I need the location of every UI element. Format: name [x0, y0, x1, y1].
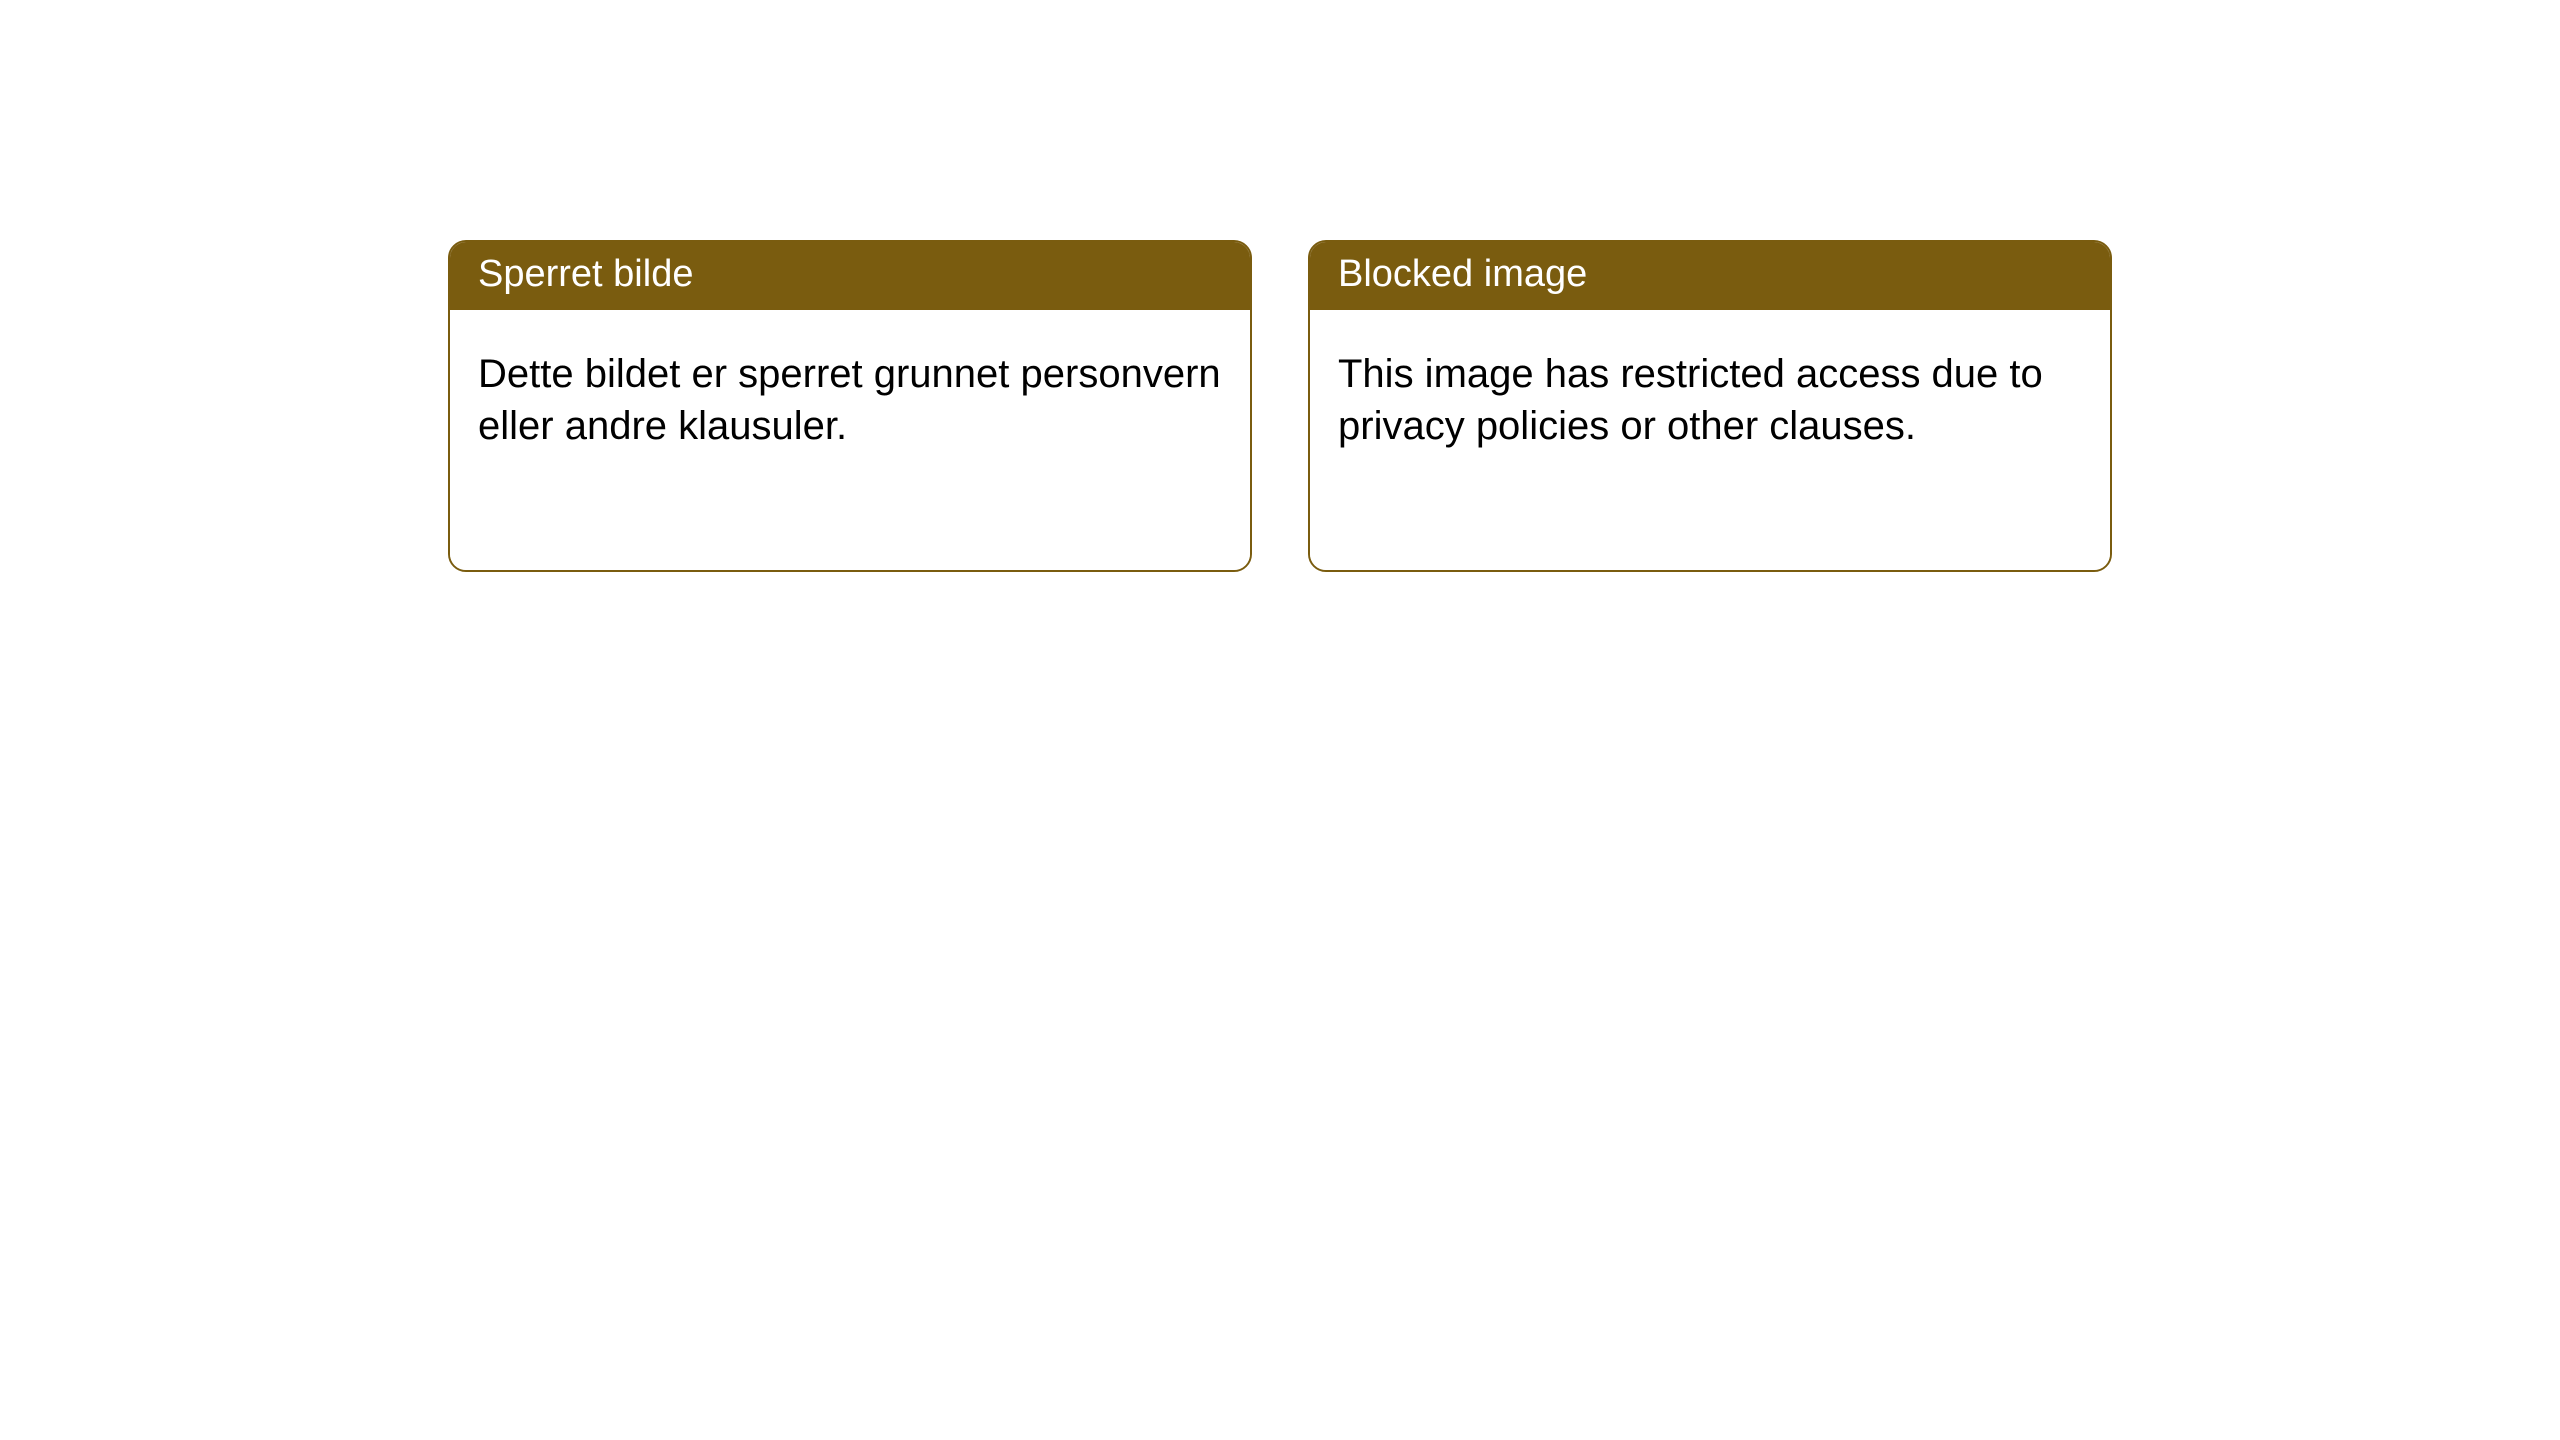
notices-container: Sperret bilde Dette bildet er sperret gr… — [0, 0, 2560, 572]
notice-body: Dette bildet er sperret grunnet personve… — [450, 310, 1250, 570]
notice-header: Blocked image — [1310, 242, 2110, 310]
notice-header: Sperret bilde — [450, 242, 1250, 310]
notice-body: This image has restricted access due to … — [1310, 310, 2110, 570]
notice-card-norwegian: Sperret bilde Dette bildet er sperret gr… — [448, 240, 1252, 572]
notice-card-english: Blocked image This image has restricted … — [1308, 240, 2112, 572]
